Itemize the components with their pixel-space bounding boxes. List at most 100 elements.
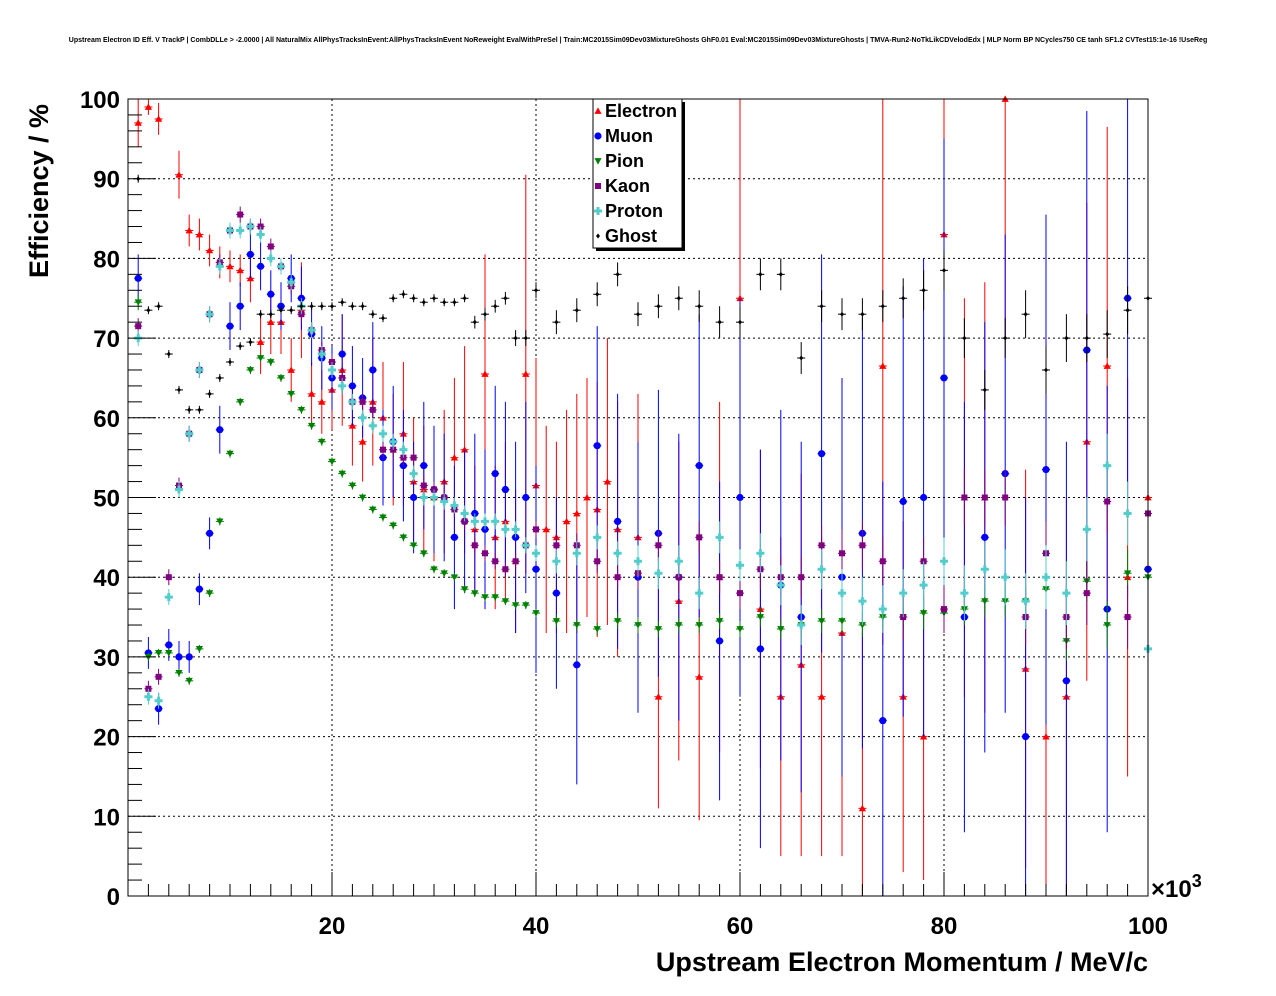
data-point-kaon xyxy=(1104,498,1111,505)
data-point-proton xyxy=(379,429,387,438)
data-point-ghost xyxy=(207,391,212,397)
data-point-ghost xyxy=(330,303,334,309)
data-point-proton xyxy=(736,561,744,570)
data-point-pion xyxy=(695,622,703,629)
x-tick-label: 80 xyxy=(931,913,958,940)
data-point-muon xyxy=(573,661,581,669)
data-point-proton xyxy=(409,469,418,478)
data-point-pion xyxy=(654,626,662,633)
data-point-proton xyxy=(919,581,928,590)
data-point-pion xyxy=(777,626,785,633)
data-point-ghost xyxy=(483,311,487,317)
data-point-pion xyxy=(328,458,336,466)
data-point-kaon xyxy=(135,323,142,330)
data-point-pion xyxy=(838,618,846,625)
data-point-muon xyxy=(501,485,509,494)
data-point-ghost xyxy=(1125,307,1130,313)
data-point-proton xyxy=(470,517,479,526)
data-point-pion xyxy=(369,506,377,514)
data-point-muon xyxy=(134,274,142,282)
data-point-kaon xyxy=(1124,614,1131,621)
data-point-ghost xyxy=(217,375,222,381)
data-point-pion xyxy=(818,618,826,625)
data-point-muon xyxy=(236,302,244,310)
data-point-electron xyxy=(155,115,163,122)
data-point-pion xyxy=(614,618,622,625)
data-point-ghost xyxy=(942,267,946,273)
data-point-proton xyxy=(144,692,153,701)
legend-label-electron: Electron xyxy=(605,101,677,121)
data-point-proton xyxy=(348,397,357,406)
data-point-kaon xyxy=(267,243,274,250)
data-point-proton xyxy=(715,533,724,542)
data-point-proton xyxy=(175,485,183,494)
data-point-proton xyxy=(226,226,234,235)
data-point-kaon xyxy=(380,446,386,453)
series-ghost xyxy=(134,174,1152,414)
data-point-pion xyxy=(522,602,530,609)
data-point-muon xyxy=(348,382,356,390)
y-tick-label: 30 xyxy=(93,645,120,672)
data-point-electron xyxy=(858,804,866,812)
data-point-electron xyxy=(236,266,244,274)
data-point-muon xyxy=(246,250,254,259)
x-multiplier-exponent: 3 xyxy=(1192,871,1202,891)
data-point-ghost xyxy=(411,295,416,301)
data-point-electron xyxy=(654,693,662,700)
data-point-electron xyxy=(879,362,887,369)
data-point-kaon xyxy=(155,673,162,680)
data-point-proton xyxy=(1062,589,1071,598)
data-point-pion xyxy=(175,669,183,677)
data-point-muon xyxy=(410,493,418,502)
series-pion xyxy=(134,294,1152,685)
data-point-ghost xyxy=(534,287,538,293)
data-point-proton xyxy=(1021,597,1030,606)
data-point-ghost xyxy=(901,295,906,301)
data-point-electron xyxy=(206,246,214,254)
data-point-proton xyxy=(450,501,459,510)
data-point-pion xyxy=(216,518,224,526)
data-point-pion xyxy=(236,398,244,406)
legend-label-proton: Proton xyxy=(605,201,663,221)
x-tick-label: 60 xyxy=(727,913,754,940)
legend: Electron Muon Pion Kaon Proton Ghost xyxy=(592,98,685,251)
data-point-electron xyxy=(308,390,316,397)
data-point-proton xyxy=(1103,461,1112,470)
data-point-ghost xyxy=(340,299,345,305)
data-point-electron xyxy=(134,119,142,126)
data-point-muon xyxy=(981,533,989,541)
data-point-kaon xyxy=(798,574,805,581)
data-point-proton xyxy=(205,310,214,319)
data-point-muon xyxy=(899,497,907,506)
data-point-ghost xyxy=(819,303,824,309)
data-point-pion xyxy=(297,406,305,414)
data-point-kaon xyxy=(482,550,488,557)
data-point-ghost xyxy=(697,303,702,309)
data-point-pion xyxy=(318,438,326,446)
data-point-muon xyxy=(420,462,428,470)
data-point-ghost xyxy=(238,343,243,349)
data-point-proton xyxy=(389,437,398,446)
data-point-proton xyxy=(491,517,500,526)
data-point-pion xyxy=(134,299,142,306)
data-point-proton xyxy=(817,565,826,574)
data-point-muon xyxy=(756,645,765,653)
data-point-muon xyxy=(593,442,601,450)
data-point-pion xyxy=(440,570,448,577)
data-point-ghost xyxy=(962,335,967,341)
data-point-electron xyxy=(144,103,152,110)
data-point-ghost xyxy=(309,303,314,309)
legend-marker-ghost xyxy=(596,233,600,239)
data-point-muon xyxy=(216,426,224,434)
data-point-kaon xyxy=(655,542,662,549)
data-point-kaon xyxy=(839,550,845,557)
data-point-muon xyxy=(1022,733,1030,741)
data-point-ghost xyxy=(228,359,232,365)
data-point-ghost xyxy=(676,295,681,301)
data-point-ghost xyxy=(1023,311,1028,317)
data-point-kaon xyxy=(716,574,723,581)
data-point-ghost xyxy=(350,303,355,309)
data-point-ghost xyxy=(595,291,600,297)
data-point-muon xyxy=(614,517,622,526)
